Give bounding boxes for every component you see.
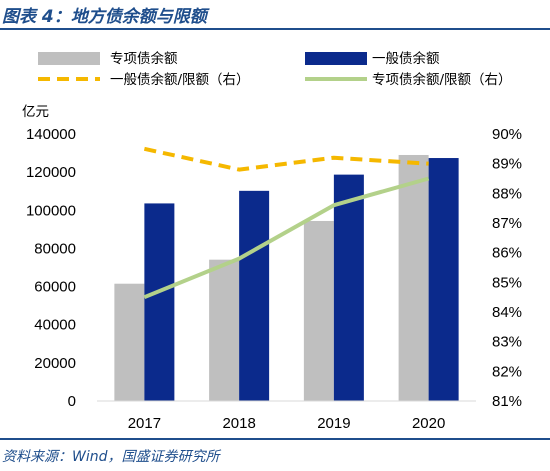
- y2-tick-label: 84%: [492, 304, 522, 321]
- y2-tick-label: 90%: [492, 126, 522, 143]
- figure-header: 图表 4：地方债余额与限额: [0, 0, 550, 36]
- y2-tick-label: 83%: [492, 334, 522, 351]
- y-tick-label: 120000: [26, 164, 76, 181]
- bar-series: [114, 154, 459, 401]
- y-tick-label: 60000: [34, 279, 76, 296]
- y-tick-label: 80000: [34, 240, 76, 257]
- general-ratio-line: [143, 146, 429, 172]
- y2-tick-label: 89%: [492, 156, 522, 173]
- source-divider: [0, 438, 550, 440]
- legend-label: 专项债余额: [110, 50, 178, 67]
- y2-tick-label: 87%: [492, 215, 522, 232]
- bar-general-2019: [333, 174, 364, 401]
- y2-tick-label: 88%: [492, 185, 522, 202]
- y2-tick-label: 86%: [492, 245, 522, 262]
- x-tick-label: 2018: [222, 415, 255, 432]
- line-series: [143, 146, 430, 300]
- x-tick-label: 2019: [317, 415, 350, 432]
- y-tick-label: 20000: [34, 355, 76, 372]
- legend-label: 专项债余额/限额（右）: [372, 71, 512, 88]
- y-tick-label: 0: [68, 393, 76, 410]
- y2-tick-label: 82%: [492, 363, 522, 380]
- right-axis-ticks: 81% 82% 83% 84% 85% 86% 87% 88% 89% 90%: [492, 126, 522, 410]
- bar-special-2019: [303, 220, 334, 401]
- title-divider: [0, 28, 550, 30]
- x-tick-label: 2017: [128, 415, 161, 432]
- y-tick-label: 100000: [26, 202, 76, 219]
- y-tick-label: 40000: [34, 317, 76, 334]
- legend-label: 一般债余额/限额（右）: [110, 71, 250, 88]
- figure-title: 图表 4：地方债余额与限额: [2, 7, 207, 27]
- legend-swatch: [38, 52, 100, 65]
- y-axis-unit-label: 亿元: [22, 104, 49, 120]
- x-tick-label: 2020: [412, 415, 445, 432]
- left-axis-ticks: 0 20000 40000 60000 80000 100000 120000 140000: [26, 126, 76, 410]
- legend-label: 一般债余额: [372, 50, 440, 67]
- source-note: 资料来源：Wind，国盛证券研究所: [2, 449, 220, 465]
- bar-special-2018: [209, 259, 240, 401]
- legend-swatch: [305, 52, 367, 65]
- bar-special-2020: [398, 154, 429, 401]
- y2-tick-label: 85%: [492, 274, 522, 291]
- x-axis-ticks: 2017 2018 2019 2020: [128, 415, 446, 432]
- bar-general-2017: [144, 203, 175, 401]
- bar-general-2018: [239, 190, 270, 401]
- y2-tick-label: 81%: [492, 393, 522, 410]
- special-ratio-line: [143, 176, 430, 300]
- bar-general-2020: [428, 158, 459, 401]
- y-tick-label: 140000: [26, 126, 76, 143]
- bar-special-2017: [114, 283, 145, 401]
